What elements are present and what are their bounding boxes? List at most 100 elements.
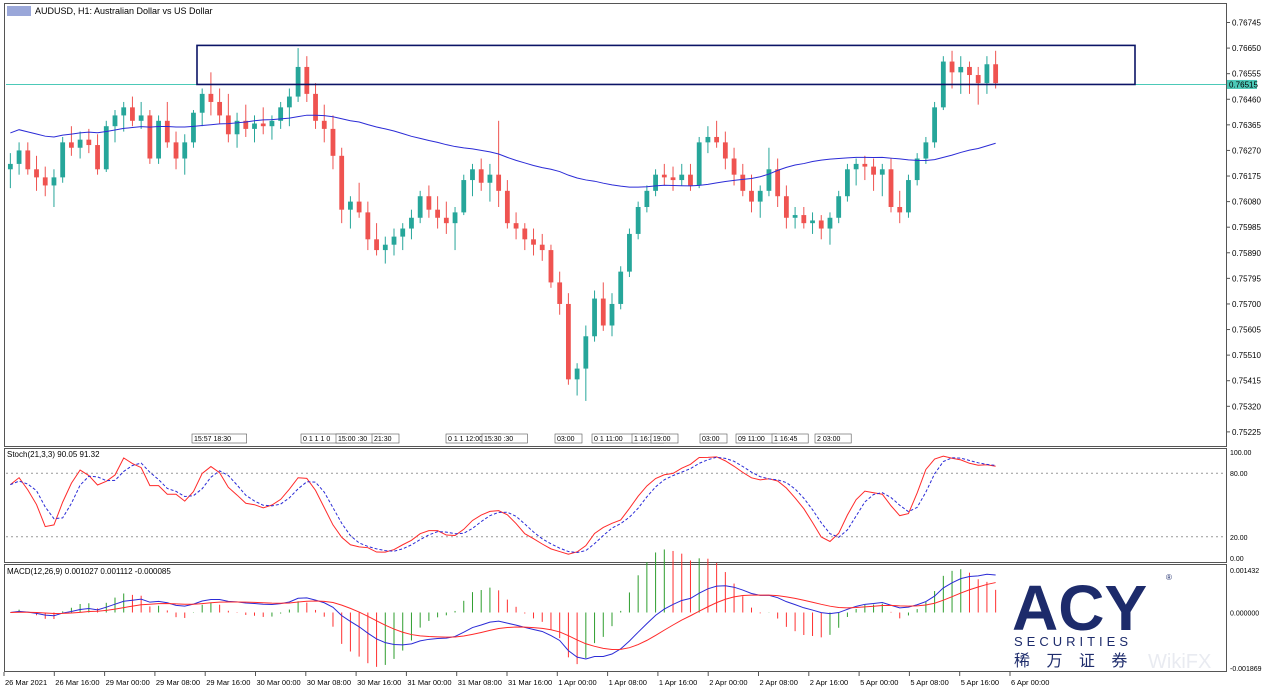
candle-body	[182, 142, 188, 159]
event-label: 03:00	[557, 436, 575, 443]
candle-body	[783, 196, 789, 218]
time-tick-label: 30 Mar 08:00	[307, 678, 351, 687]
candle-body	[836, 196, 842, 218]
event-label-box	[554, 433, 583, 444]
candle-body	[574, 368, 580, 380]
time-tick-label: 31 Mar 16:00	[508, 678, 552, 687]
stoch-level-label: 20.00	[1230, 535, 1248, 542]
candle-body	[539, 244, 545, 251]
event-label-box	[771, 433, 809, 444]
candle-body	[243, 120, 249, 129]
event-label: 2 03:00	[817, 436, 840, 443]
candle-body	[304, 66, 310, 94]
candle-body	[897, 206, 903, 213]
time-tick-label: 1 Apr 16:00	[659, 678, 697, 687]
macd-level-label: 0.000000	[1230, 611, 1259, 618]
stoch-level-label: 80.00	[1230, 471, 1248, 478]
candle-body	[417, 196, 423, 218]
price-tick-label: 0.76745	[1232, 19, 1261, 28]
candle-body	[269, 120, 275, 127]
event-label-box	[191, 433, 247, 444]
candle-body	[810, 220, 815, 224]
event-label-box	[481, 433, 528, 444]
candle-body	[461, 180, 467, 213]
candle-body	[443, 217, 449, 224]
stoch-pane[interactable]: 100.00 80.00 20.00 0.00	[6, 450, 1252, 563]
event-label-box	[650, 433, 679, 444]
event-label: 0 1 1 1 0	[303, 436, 330, 443]
candle-body	[504, 190, 510, 224]
logo-cn-text: 稀 万 证 券	[1014, 652, 1133, 670]
event-label: 0 1 1 12:00	[448, 436, 483, 443]
chart-title: AUDUSD, H1: Australian Dollar vs US Doll…	[35, 6, 213, 16]
candle-body	[348, 201, 353, 210]
price-tick-label: 0.76270	[1232, 146, 1261, 155]
candle-body	[470, 169, 475, 181]
price-tick-label: 0.76080	[1232, 198, 1261, 207]
candle-body	[696, 142, 702, 186]
candle-body	[592, 298, 597, 337]
candle-body	[862, 163, 868, 167]
stoch-level-label: 0.00	[1230, 556, 1244, 563]
candle-body	[958, 66, 964, 73]
candle-body	[382, 244, 388, 251]
macd-level-label: -0.001869	[1230, 666, 1262, 673]
candle-body	[757, 190, 763, 202]
event-label: 15:30 :30	[484, 436, 513, 443]
candle-body	[670, 177, 676, 181]
price-axis: 0.76745 0.76650 0.76555 0.76460 0.76365 0.762…	[1226, 19, 1261, 437]
event-label: 19:00	[653, 436, 671, 443]
event-label-box	[371, 433, 400, 444]
stoch-pane-frame	[4, 448, 1227, 563]
candle-body	[801, 215, 807, 224]
candle-body	[923, 142, 929, 159]
event-label-box	[699, 433, 728, 444]
price-tick-label: 0.75700	[1232, 300, 1261, 309]
macd-level-label: 0.001432	[1230, 568, 1259, 575]
time-tick-label: 5 Apr 16:00	[961, 678, 999, 687]
stoch-signal-line	[10, 456, 996, 554]
logo-text: ACY	[1012, 572, 1147, 644]
candle-body	[356, 201, 362, 213]
time-tick-label: 31 Mar 00:00	[407, 678, 451, 687]
candles-pane[interactable]	[6, 44, 1226, 401]
candle-body	[278, 107, 284, 121]
candle-body	[583, 336, 589, 369]
event-label: 21:30	[374, 436, 392, 443]
candle-body	[435, 209, 441, 218]
stoch-level-label: 100.00	[1230, 450, 1252, 457]
candle-body	[731, 158, 737, 175]
candle-body	[147, 115, 153, 159]
candle-body	[260, 123, 266, 127]
candle-body	[391, 236, 397, 245]
candle-body	[191, 112, 196, 143]
candle-body	[365, 212, 371, 240]
resistance-zone-box[interactable]	[196, 44, 1136, 86]
candle-body	[103, 126, 109, 170]
time-tick-label: 6 Apr 00:00	[1011, 678, 1049, 687]
candle-body	[208, 93, 214, 102]
candle-body	[295, 66, 301, 97]
candle-body	[932, 107, 938, 143]
price-tick-label: 0.76365	[1232, 121, 1261, 130]
candle-body	[967, 66, 972, 76]
candle-body	[156, 120, 161, 159]
event-label: 1 16:3	[634, 436, 654, 443]
time-tick-label: 26 Mar 16:00	[55, 678, 99, 687]
price-tick-label: 0.76555	[1232, 70, 1261, 79]
candle-body	[234, 120, 240, 135]
price-tick-label: 0.75415	[1232, 377, 1261, 386]
macd-pane[interactable]: 0.001432 0.000000 -0.001869	[10, 549, 1262, 673]
macd-line	[10, 573, 996, 660]
candle-body	[374, 239, 379, 251]
candle-body	[42, 177, 48, 186]
price-tick-label: 0.75510	[1232, 351, 1261, 360]
macd-signal-line	[10, 582, 996, 650]
candle-body	[653, 174, 658, 191]
candle-body	[722, 142, 728, 159]
time-tick-label: 1 Apr 00:00	[558, 678, 596, 687]
candle-body	[25, 150, 31, 170]
candle-body	[60, 142, 66, 178]
